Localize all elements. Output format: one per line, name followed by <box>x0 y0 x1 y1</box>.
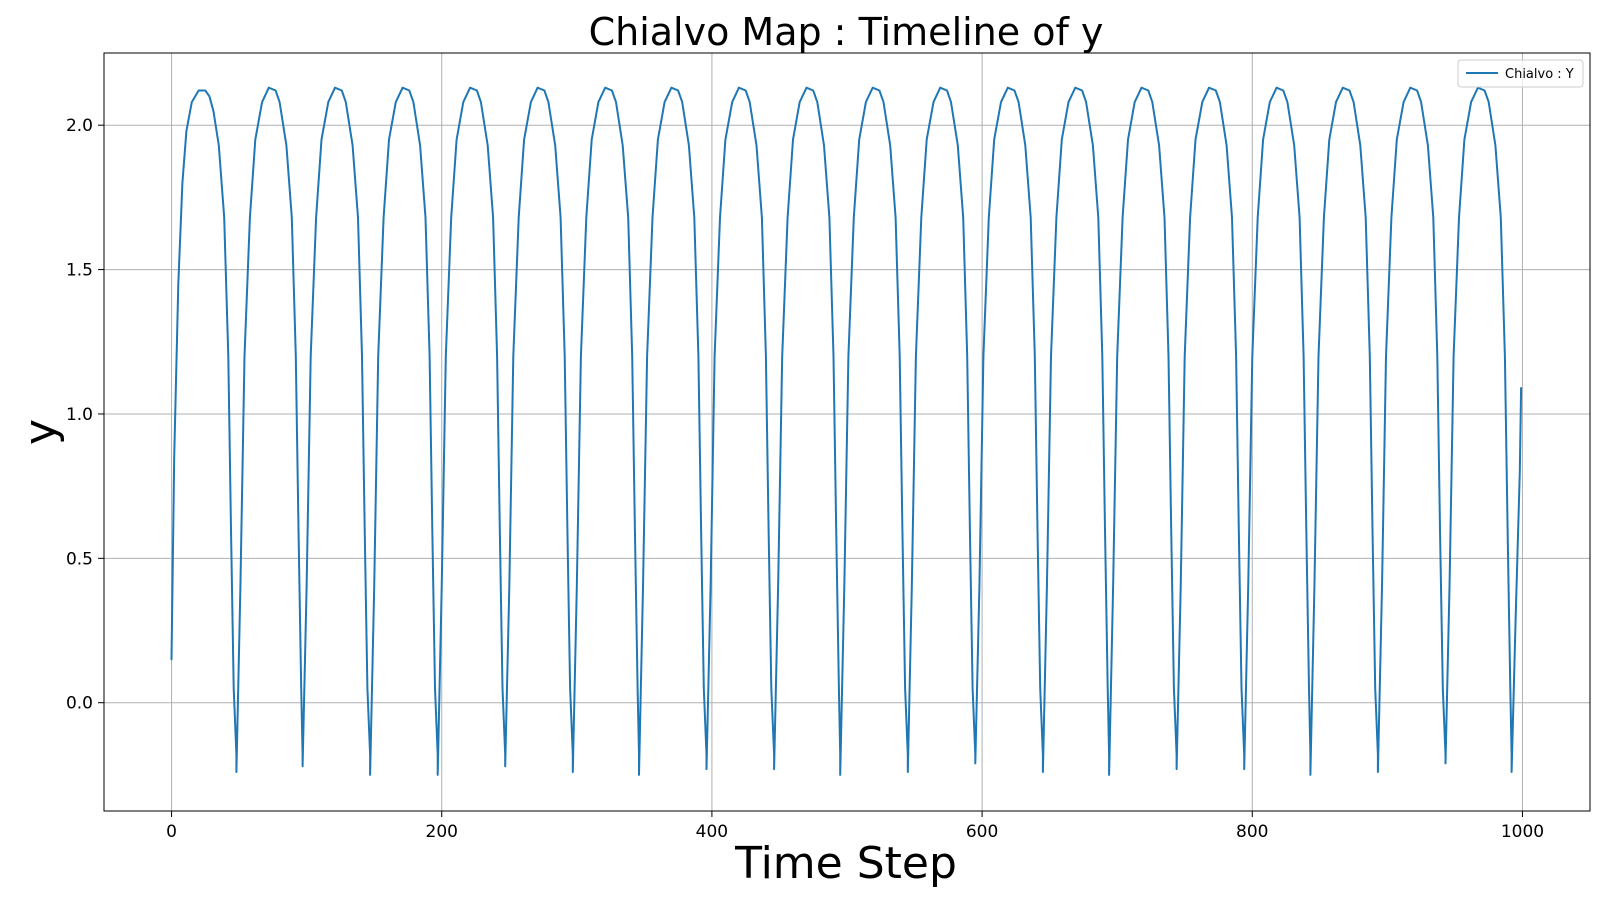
x-tick-label: 600 <box>966 822 998 842</box>
legend-box <box>1457 59 1584 88</box>
legend-label: Chialvo : Y <box>1505 67 1574 82</box>
x-tick-label: 1000 <box>1501 822 1544 842</box>
y-axis-label: y <box>15 419 66 445</box>
x-tick-label: 200 <box>426 822 458 842</box>
x-tick-label: 400 <box>696 822 728 842</box>
legend: Chialvo : Y <box>1457 59 1584 88</box>
x-axis-label: Time Step <box>734 838 957 889</box>
series-line <box>170 86 1523 776</box>
chart-title: Chialvo Map : Timeline of y <box>589 10 1104 54</box>
y-tick-label: 0.0 <box>66 694 93 714</box>
x-tick-label: 0 <box>166 822 177 842</box>
y-tick-label: 1.5 <box>66 261 93 281</box>
series-layer <box>170 86 1523 776</box>
x-tick-label: 800 <box>1236 822 1268 842</box>
plot-frame <box>103 52 1591 812</box>
y-axis: 0.0 0.5 1.0 1.5 2.0 <box>66 116 104 714</box>
y-tick-label: 1.0 <box>66 405 93 425</box>
y-tick-label: 2.0 <box>66 116 93 136</box>
x-axis: 0 200 400 600 800 1000 <box>166 811 1544 842</box>
y-tick-label: 0.5 <box>66 549 93 569</box>
